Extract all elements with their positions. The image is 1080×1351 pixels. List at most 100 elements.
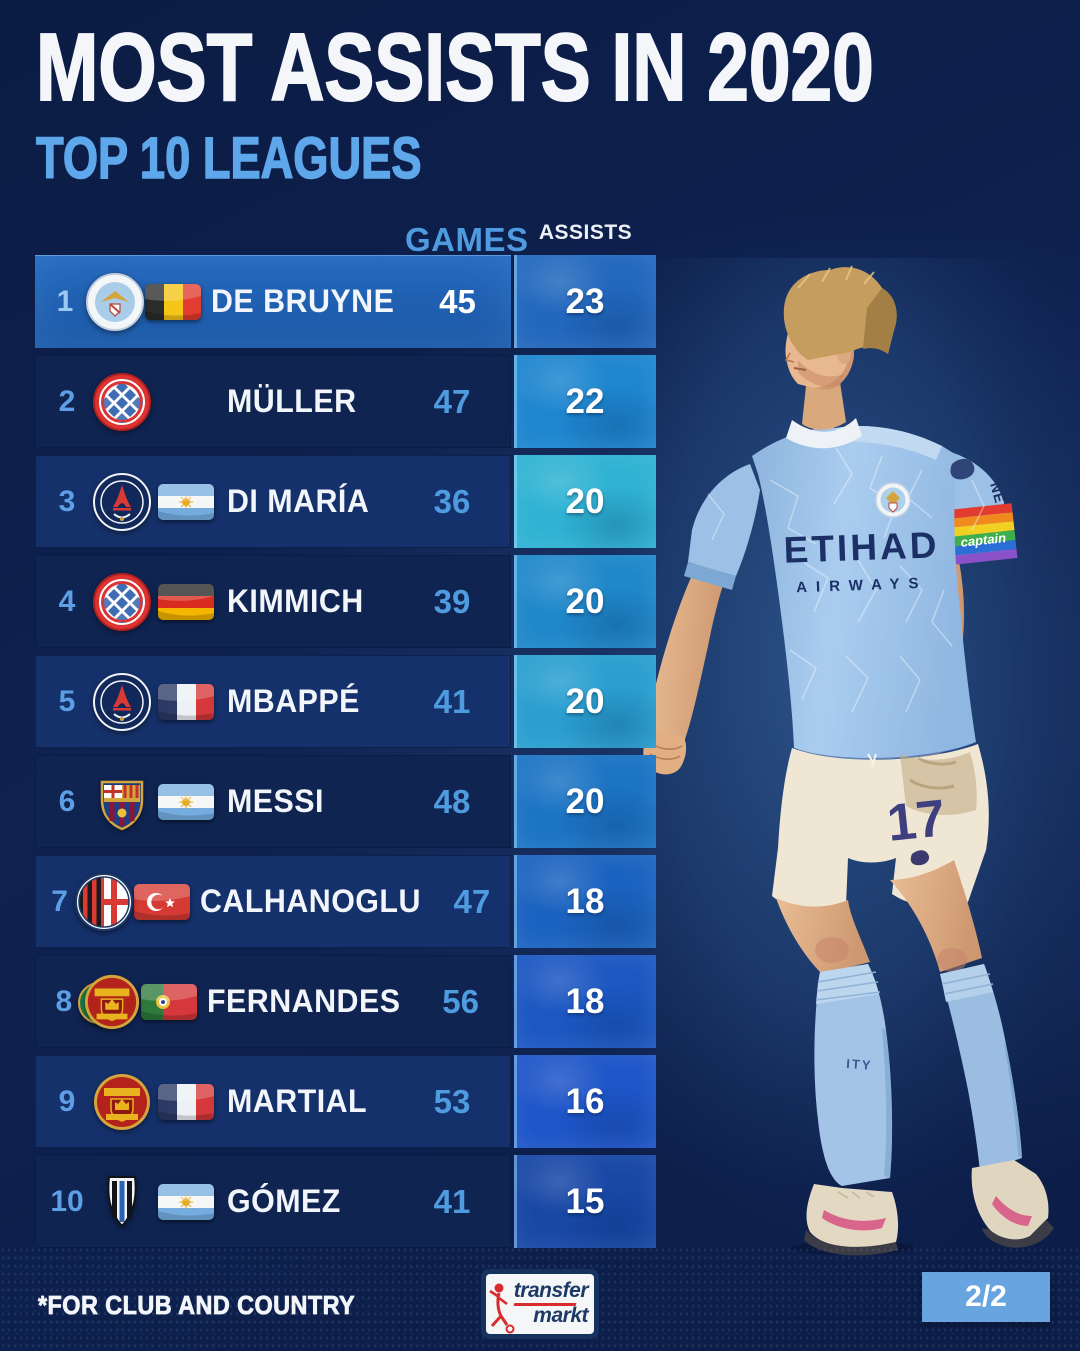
page-indicator: 2/2 [922, 1272, 1050, 1322]
player-name: CALHANOGLU [200, 883, 422, 919]
assists-value: 15 [565, 1181, 605, 1221]
footnote: *FOR CLUB AND COUNTRY [38, 1290, 356, 1321]
games-value: 41 [433, 682, 471, 720]
player-right-arm [650, 558, 730, 742]
club-badge-psg [89, 667, 155, 737]
rank-cell: 8 [55, 984, 73, 1018]
player-name: MÜLLER [227, 383, 357, 419]
ranking-table: 1 DE BRUYNE 45 23 2 MÜLLER 4 [35, 255, 656, 1255]
assists-value: 18 [565, 881, 605, 921]
assists-value: 20 [565, 581, 605, 621]
games-value: 47 [433, 382, 471, 420]
row-panel: 6 MESSI 48 [35, 755, 511, 848]
row-panel: 3 DI MARÍA 36 [35, 455, 511, 548]
row-panel: 8 FERNANDES 56 [35, 955, 511, 1048]
flag-germany-icon [155, 583, 217, 620]
assists-cell: 18 [514, 855, 656, 948]
table-row: 7 CALHANOGLU 47 18 [35, 855, 656, 948]
assists-cell: 18 [514, 955, 656, 1048]
games-value: 36 [433, 482, 471, 520]
flag-france-icon [155, 1083, 217, 1120]
puma-logo-shorts [910, 850, 930, 866]
puma-logo-shirt [950, 458, 975, 480]
assists-cell: 20 [514, 755, 656, 848]
table-row: 10 GÓMEZ 41 15 [35, 1155, 656, 1248]
games-value: 48 [433, 782, 471, 820]
assists-value: 16 [565, 1081, 605, 1121]
transfermarkt-logo-panel: transfer markt [486, 1274, 594, 1334]
games-value: 56 [442, 982, 479, 1020]
player-back-thigh [890, 860, 982, 972]
flag-argentina-icon [155, 783, 217, 820]
assists-cell: 15 [514, 1155, 656, 1248]
armband-text: captain [960, 530, 1007, 550]
rank-cell: 10 [50, 1184, 84, 1218]
assists-value: 22 [565, 381, 605, 421]
logo-word-markt: markt [533, 1304, 588, 1327]
player-neck [802, 382, 846, 430]
club-badge-psg [89, 467, 155, 537]
table-row: 2 MÜLLER 47 22 [35, 355, 656, 448]
club-badge-manchester-united [84, 974, 139, 1029]
assists-value: 18 [565, 981, 605, 1021]
rank-cell: 9 [58, 1084, 76, 1118]
table-row: 3 DI MARÍA 36 20 [35, 455, 656, 548]
sock-text: ITY [846, 1056, 873, 1073]
assists-value: 20 [565, 781, 605, 821]
player-name: DE BRUYNE [211, 283, 395, 319]
assists-cell: 20 [514, 655, 656, 748]
rank-cell: 5 [58, 684, 76, 718]
flag-france-icon [155, 683, 217, 720]
page-subtitle: TOP 10 LEAGUES [35, 126, 422, 191]
player-front-sock [814, 964, 893, 1186]
shorts-stains [900, 752, 977, 815]
club-badge-barcelona [89, 767, 155, 837]
club-badge-ac-milan [74, 867, 134, 937]
rank-cell: 2 [58, 384, 76, 418]
table-row: 8 FERNANDES 56 18 [35, 955, 656, 1048]
row-panel: 5 MBAPPÉ 41 [35, 655, 511, 748]
table-row: 1 DE BRUYNE 45 23 [35, 255, 656, 348]
table-row: 6 MESSI 48 20 [35, 755, 656, 848]
player-back-sock [940, 964, 1022, 1172]
table-row: 5 MBAPPÉ 41 20 [35, 655, 656, 748]
games-value: 45 [439, 282, 476, 320]
shorts-number: 17 [884, 789, 948, 853]
assists-cell: 22 [514, 355, 656, 448]
transfermarkt-logo: transfer markt [481, 1269, 599, 1339]
player-photo: NEXEN captain [600, 258, 1080, 1256]
assists-value: 23 [565, 281, 605, 321]
club-badge-manchester-united [89, 1067, 155, 1137]
rank-cell: 3 [58, 484, 76, 518]
player-name: MESSI [227, 783, 324, 819]
games-value: 41 [433, 1182, 471, 1220]
assists-cell: 16 [514, 1055, 656, 1148]
row-panel: 9 MARTIAL 53 [35, 1055, 511, 1148]
flag-argentina-icon [155, 483, 217, 520]
captain-armband: captain [948, 503, 1018, 565]
table-row: 9 MARTIAL 53 16 [35, 1055, 656, 1148]
club-crest-on-shirt [875, 482, 911, 518]
right-sleeve [688, 464, 760, 576]
games-value: 39 [433, 582, 471, 620]
page-title: MOST ASSISTS IN 2020 [35, 14, 874, 121]
table-row: 4 KIMMICH 39 20 [35, 555, 656, 648]
games-value: 47 [453, 882, 491, 920]
column-header-games: GAMES [405, 221, 529, 258]
assists-cell: 20 [514, 455, 656, 548]
assists-value: 20 [565, 481, 605, 521]
assists-value: 20 [565, 681, 605, 721]
shirt-collar [786, 418, 862, 449]
rank-cell: 7 [51, 884, 68, 918]
player-name: MBAPPÉ [227, 683, 360, 719]
flag-turkey-icon [134, 883, 191, 920]
player-front-boot [806, 1184, 899, 1249]
player-name: FERNANDES [206, 983, 401, 1019]
player-name: GÓMEZ [227, 1183, 341, 1219]
club-badge-bayern-munich [89, 567, 155, 637]
flag-belgium-icon [144, 283, 201, 320]
row-panel: 1 DE BRUYNE 45 [35, 255, 511, 348]
row-panel: 7 CALHANOGLU 47 [35, 855, 511, 948]
flag-argentina-icon [155, 1183, 217, 1220]
player-shirt [752, 426, 976, 760]
